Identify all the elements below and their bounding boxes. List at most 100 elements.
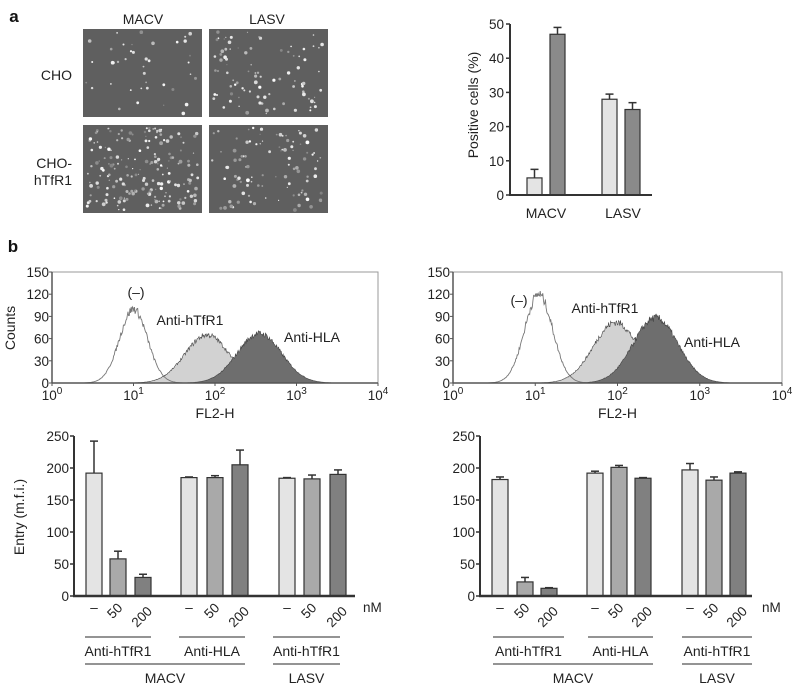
- cell-spot: [131, 133, 134, 136]
- cell-spot: [216, 30, 220, 34]
- dose-label: 50: [298, 600, 319, 621]
- bar: [85, 472, 103, 597]
- cell-spot: [275, 133, 278, 136]
- x-tick-exponent: 1: [540, 386, 546, 397]
- cell-spot: [145, 203, 150, 208]
- cell-spot: [212, 97, 216, 100]
- cell-spot: [149, 163, 151, 165]
- y-tick-label: 90: [435, 309, 450, 324]
- cell-spot: [109, 130, 112, 133]
- cell-spot: [140, 87, 143, 90]
- y-tick-label: 50: [54, 557, 69, 572]
- cell-spot: [152, 128, 154, 130]
- cell-spot: [178, 159, 183, 164]
- cell-spot: [258, 101, 262, 105]
- cell-spot: [302, 92, 306, 97]
- cell-spot: [297, 203, 301, 208]
- cell-spot: [90, 86, 94, 90]
- cell-spot: [90, 148, 94, 152]
- cell-spot: [235, 81, 239, 85]
- cell-spot: [261, 140, 264, 142]
- y-tick-label: 120: [427, 287, 450, 302]
- cell-spot: [305, 140, 310, 145]
- cell-spot: [310, 99, 314, 104]
- cell-spot: [109, 156, 113, 160]
- cell-spot: [248, 140, 252, 143]
- dose-label: 200: [129, 604, 156, 631]
- x-tick-label: 101: [525, 386, 546, 403]
- cell-spot: [159, 164, 163, 167]
- cell-spot: [244, 51, 248, 55]
- cell-spot: [243, 89, 246, 92]
- cell-spot: [302, 47, 306, 51]
- cell-spot: [261, 185, 264, 187]
- cell-spot: [104, 198, 108, 202]
- bar: [109, 558, 127, 597]
- cell-spot: [144, 159, 149, 164]
- cell-spot: [110, 149, 112, 152]
- cell-spot: [151, 41, 155, 46]
- cell-spot: [85, 204, 89, 208]
- column-label-macv: MACV: [123, 11, 164, 27]
- cell-spot: [160, 207, 163, 210]
- cell-spot: [283, 175, 288, 179]
- cell-spot: [188, 181, 192, 185]
- cell-spot: [246, 183, 249, 187]
- cell-spot: [280, 150, 282, 152]
- x-tick-base: 10: [689, 388, 704, 403]
- y-tick-label: 200: [452, 461, 475, 476]
- cell-spot: [318, 70, 320, 73]
- x-tick-base: 10: [42, 388, 57, 403]
- cell-spot: [154, 127, 157, 130]
- cell-spot: [88, 199, 92, 203]
- cell-spot: [287, 156, 291, 160]
- micrograph-cho-lasv: [209, 29, 328, 117]
- x-tick-label: 101: [123, 386, 144, 403]
- cell-spot: [281, 148, 284, 151]
- cell-spot: [108, 179, 111, 181]
- row-label-cho-htfr1-line2: hTfR1: [34, 172, 72, 188]
- cell-spot: [311, 153, 314, 156]
- cell-spot: [229, 35, 233, 39]
- cell-spot: [159, 186, 163, 191]
- dose-label: 50: [201, 600, 222, 621]
- cell-spot: [117, 200, 122, 204]
- cell-spot: [240, 155, 244, 158]
- cell-spot: [259, 143, 261, 145]
- cell-spot: [139, 30, 144, 34]
- cell-spot: [275, 175, 277, 178]
- cell-spot: [302, 90, 305, 93]
- bar-macv-series1: [526, 177, 543, 196]
- x-tick-exponent: 0: [57, 386, 63, 397]
- cell-spot: [187, 61, 190, 64]
- cell-spot: [187, 159, 190, 163]
- cell-spot: [224, 47, 228, 51]
- y-tick-label: 0: [61, 589, 69, 604]
- x-tick-exponent: 2: [622, 386, 628, 397]
- dose-label: 50: [700, 600, 721, 621]
- cell-spot: [298, 130, 300, 132]
- cell-spot: [89, 184, 93, 188]
- cell-spot: [196, 176, 200, 180]
- cell-spot: [109, 47, 113, 51]
- cell-spot: [157, 162, 159, 165]
- cell-spot: [122, 208, 126, 211]
- cell-spot: [268, 150, 271, 154]
- cell-spot: [236, 200, 240, 204]
- cell-spot: [154, 136, 158, 139]
- cell-spot: [158, 200, 160, 203]
- cell-spot: [265, 108, 269, 113]
- x-axis-label: FL2-H: [196, 405, 235, 421]
- cell-spot: [168, 160, 170, 162]
- cell-spot: [250, 63, 252, 66]
- cell-spot: [306, 151, 309, 154]
- cell-spot: [186, 190, 190, 193]
- cell-spot: [162, 200, 165, 203]
- cell-spot: [303, 58, 307, 62]
- micrograph-chohtfr1-lasv: [209, 125, 328, 213]
- cell-spot: [142, 65, 145, 68]
- cell-spot: [245, 140, 249, 144]
- y-tick-label: 50: [489, 17, 504, 32]
- cell-spot: [247, 70, 250, 73]
- bar: [586, 472, 604, 597]
